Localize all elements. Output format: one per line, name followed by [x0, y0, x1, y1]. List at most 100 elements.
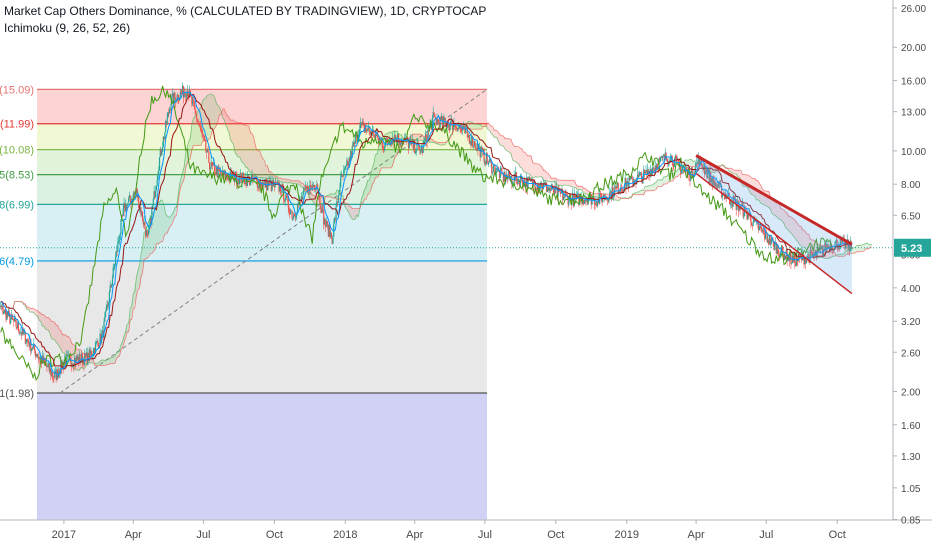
candle-body: [456, 127, 458, 132]
candle-body: [631, 175, 633, 179]
cloud-segment: [253, 136, 256, 176]
cloud-segment: [350, 206, 354, 219]
candle-body: [252, 174, 254, 181]
candle-body: [613, 196, 615, 198]
cloud-segment: [198, 107, 201, 146]
candle-body: [740, 204, 742, 210]
candle-body: [359, 125, 361, 136]
conversion-line: [0, 91, 852, 376]
cloud-segment: [43, 314, 46, 329]
candle-body: [441, 115, 443, 120]
candle-body: [117, 242, 119, 252]
candle-body: [708, 169, 710, 183]
candle-body: [315, 188, 317, 190]
candle-body: [547, 187, 549, 192]
candle-body: [681, 169, 683, 171]
candle-body: [596, 202, 599, 206]
candle-body: [185, 96, 188, 98]
candle-body: [217, 166, 219, 178]
candle-body: [528, 177, 531, 180]
candle-body: [751, 221, 753, 226]
candle-body: [313, 184, 315, 188]
candle-body: [727, 195, 729, 198]
candle-body: [568, 200, 570, 205]
cloud-segment: [593, 193, 596, 197]
candle-body: [188, 90, 191, 98]
candle-body: [312, 185, 314, 188]
candle-body: [294, 216, 296, 217]
candle-body: [578, 193, 580, 206]
candle-body: [731, 203, 733, 207]
candle-body: [538, 183, 540, 190]
candle-body: [679, 165, 681, 167]
candle-body: [787, 260, 789, 262]
candle-body: [438, 121, 440, 128]
candle-body: [510, 175, 512, 178]
candle-body: [140, 207, 142, 216]
candle-body: [837, 247, 839, 250]
candle-body: [696, 162, 698, 164]
candle-body: [436, 118, 438, 124]
candle-body: [131, 198, 134, 202]
candle-body: [620, 188, 622, 190]
candle-body: [745, 207, 747, 212]
cloud-segment: [56, 325, 60, 347]
candle-body: [594, 204, 596, 205]
candle-body: [348, 157, 350, 167]
candle-body: [589, 194, 591, 200]
x-tick-label: Apr: [688, 529, 705, 541]
candle-body: [516, 178, 518, 185]
candle-body: [251, 174, 253, 178]
candle-body: [624, 178, 626, 185]
cloud-segment: [216, 103, 219, 126]
cloud-segment: [494, 130, 497, 138]
candle-body: [647, 169, 649, 175]
candle-body: [2, 305, 4, 315]
candle-body: [152, 199, 154, 207]
candle-body: [394, 135, 397, 139]
candle-body: [498, 171, 501, 179]
candle-body: [166, 117, 168, 125]
candle-body: [457, 128, 459, 132]
candle-body: [438, 119, 440, 122]
cloud-segment: [510, 138, 513, 161]
candle-body: [310, 185, 312, 186]
candle-body: [84, 352, 86, 366]
candle-body: [582, 199, 584, 205]
candle-body: [532, 178, 534, 187]
candle-body: [554, 185, 556, 194]
candle-body: [327, 224, 329, 237]
candle-body: [653, 167, 655, 169]
candle-body: [774, 243, 776, 251]
candle-body: [46, 365, 48, 368]
candle-body: [644, 171, 646, 174]
candle-body: [533, 180, 535, 184]
cloud-segment: [283, 179, 286, 183]
candle-body: [449, 123, 451, 131]
candle-body: [546, 191, 548, 192]
cloud-segment: [107, 358, 111, 365]
candle-body: [273, 181, 275, 188]
indicator-legend[interactable]: Ichimoku (9, 26, 52, 26): [4, 21, 131, 35]
candle-body: [835, 239, 838, 242]
candle-body: [674, 156, 676, 159]
y-tick-label: 2.60: [901, 348, 921, 359]
candle-body: [299, 199, 301, 200]
candle-body: [329, 224, 331, 237]
cloud-segment: [332, 193, 335, 198]
candle-body: [41, 355, 43, 364]
candle-body: [676, 157, 678, 160]
cloud-segment: [470, 122, 474, 130]
candle-body: [599, 192, 601, 204]
candle-body: [216, 167, 218, 178]
candle-body: [654, 165, 656, 171]
candle-body: [47, 363, 50, 366]
candle-body: [469, 141, 471, 144]
candle-body: [199, 125, 201, 127]
cloud-segment: [514, 146, 518, 163]
x-tick-label: Jul: [196, 529, 210, 541]
cloud-segment: [265, 165, 268, 179]
candle-body: [76, 356, 78, 360]
